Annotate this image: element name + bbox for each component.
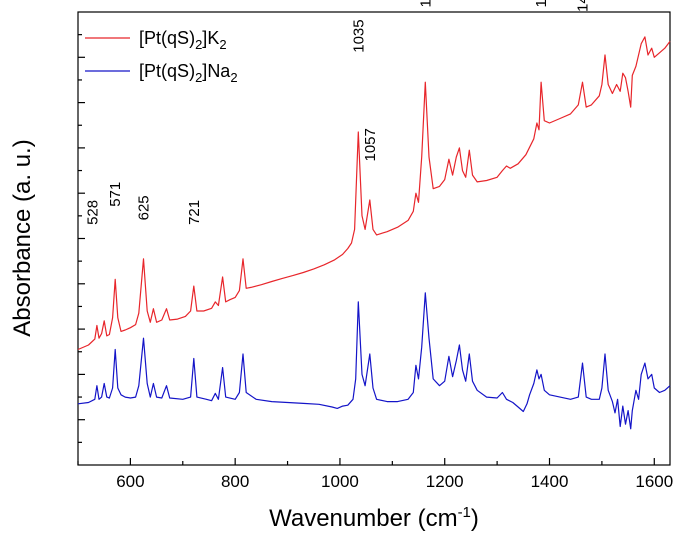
x-axis-title-sup: -1 (458, 504, 471, 521)
peak-label-625: 625 (135, 195, 152, 220)
x-tick-label: 600 (116, 472, 144, 491)
peak-label-721: 721 (186, 200, 203, 225)
peak-label-528: 528 (85, 200, 102, 225)
y-axis-title: Absorbance (a. u.) (9, 139, 36, 336)
series-lines (77, 36, 671, 430)
peak-label-1057: 1057 (362, 128, 379, 161)
legend: [Pt(qS)2]K2 [Pt(qS)2]Na2 (85, 28, 238, 85)
peak-label-1384: 1384 (533, 0, 550, 7)
series-line-1 (77, 36, 671, 351)
peak-label-571: 571 (107, 182, 124, 207)
x-tick-label: 1400 (531, 472, 569, 491)
x-axis-title-close: ) (471, 505, 479, 532)
x-tick-label: 1600 (635, 472, 673, 491)
peak-label-1163: 1163 (417, 0, 434, 7)
x-tick-label: 1000 (321, 472, 359, 491)
series-line-2 (77, 292, 671, 430)
peak-label-1463: 1463 (575, 0, 592, 12)
legend-label-1: [Pt(qS)2]K2 (139, 28, 227, 52)
x-axis-title: Wavenumber (cm-1) (269, 504, 479, 532)
peak-annotations: 528571625721103510571163138414631506 (85, 0, 592, 225)
x-tick-label: 800 (221, 472, 249, 491)
legend-label-2: [Pt(qS)2]Na2 (139, 61, 238, 85)
peak-label-1035: 1035 (350, 19, 367, 52)
y-axis-ticks (78, 34, 85, 443)
x-axis-title-main: Wavenumber (cm (269, 505, 457, 532)
x-tick-label: 1200 (426, 472, 464, 491)
x-axis-ticks: 600 800 1000 1200 1400 1600 (77, 458, 673, 491)
